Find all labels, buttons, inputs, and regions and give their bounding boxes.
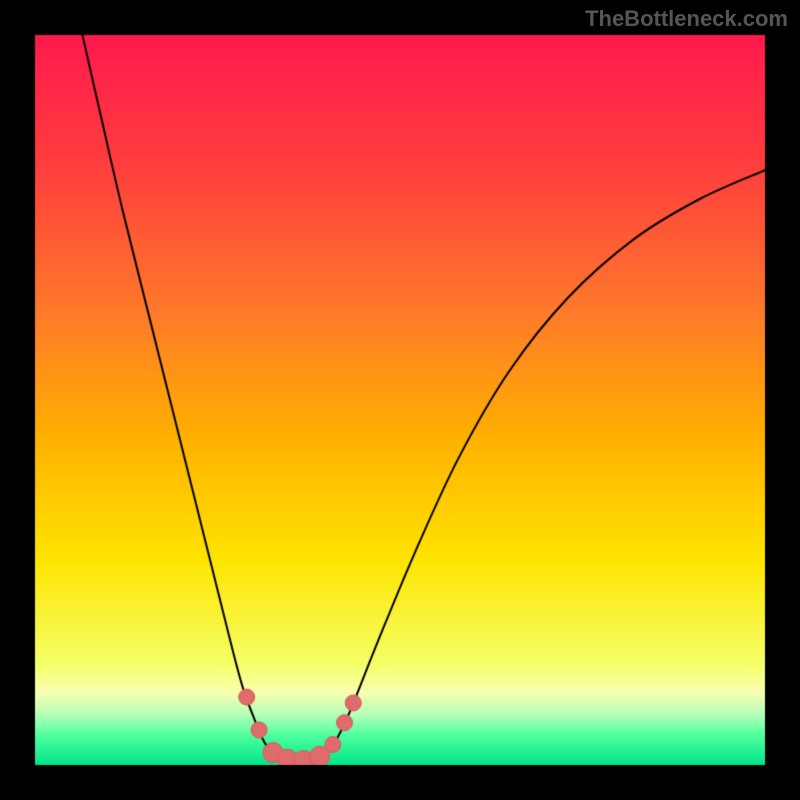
chart-stage: TheBottleneck.com [0,0,800,800]
watermark-text: TheBottleneck.com [585,6,788,32]
chart-canvas [0,0,800,800]
